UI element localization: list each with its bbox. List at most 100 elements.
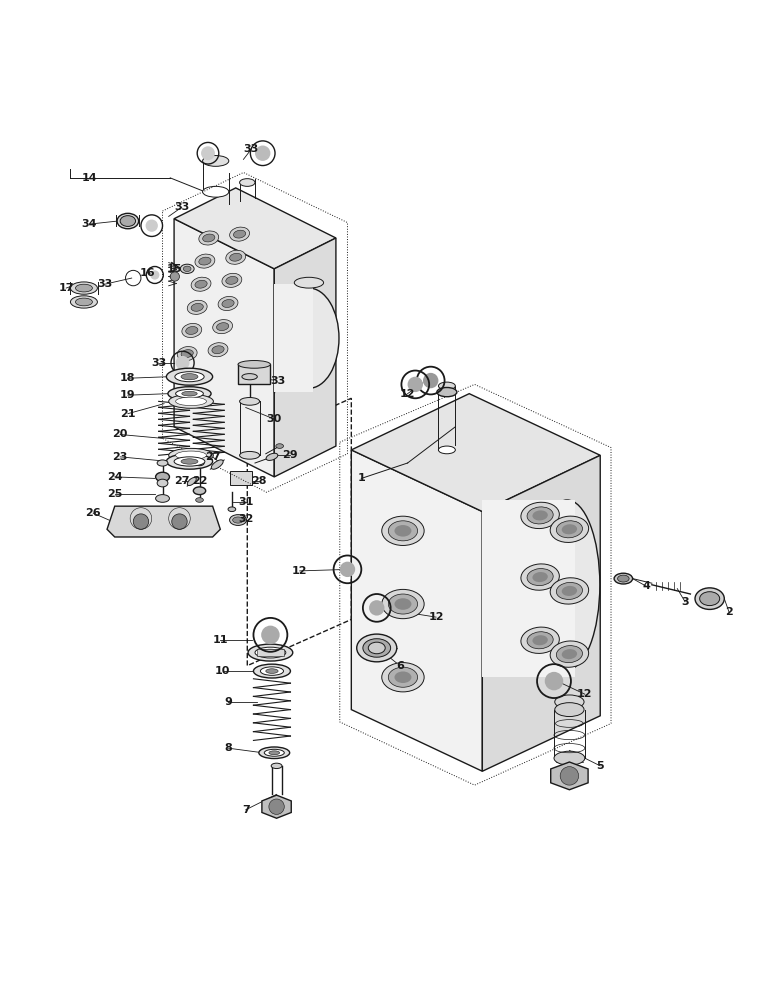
Text: 3: 3 [681, 597, 689, 607]
Bar [230, 471, 252, 485]
Ellipse shape [186, 327, 198, 334]
Ellipse shape [225, 276, 238, 284]
Ellipse shape [260, 649, 280, 656]
Ellipse shape [388, 667, 418, 687]
Ellipse shape [202, 186, 229, 197]
Ellipse shape [229, 227, 249, 241]
Text: 11: 11 [212, 635, 228, 645]
Ellipse shape [699, 592, 720, 606]
Text: 12: 12 [400, 389, 415, 399]
Text: 16: 16 [139, 268, 155, 278]
Ellipse shape [279, 288, 339, 388]
Ellipse shape [195, 254, 215, 268]
Ellipse shape [120, 216, 136, 226]
Ellipse shape [212, 460, 223, 469]
Circle shape [423, 373, 438, 388]
Ellipse shape [550, 578, 588, 604]
Ellipse shape [218, 296, 238, 311]
Ellipse shape [266, 453, 278, 460]
Polygon shape [274, 238, 336, 477]
Text: 32: 32 [238, 514, 253, 524]
Circle shape [560, 767, 579, 785]
Text: 25: 25 [107, 489, 123, 499]
Ellipse shape [239, 398, 259, 405]
Ellipse shape [175, 397, 206, 406]
Text: 10: 10 [215, 666, 230, 676]
Circle shape [261, 626, 279, 644]
Text: 20: 20 [113, 429, 128, 439]
Ellipse shape [438, 446, 455, 454]
Ellipse shape [212, 346, 224, 354]
Ellipse shape [191, 303, 203, 311]
Ellipse shape [181, 374, 198, 380]
Text: 18: 18 [120, 373, 136, 383]
Ellipse shape [269, 751, 279, 755]
Ellipse shape [557, 582, 583, 599]
Ellipse shape [533, 635, 548, 645]
Ellipse shape [382, 663, 424, 692]
Ellipse shape [156, 495, 170, 502]
Bar [238, 364, 270, 384]
Ellipse shape [521, 564, 560, 590]
Text: 4: 4 [642, 581, 650, 591]
Ellipse shape [195, 498, 203, 502]
Ellipse shape [555, 703, 584, 717]
Text: 2: 2 [725, 607, 733, 617]
Circle shape [545, 672, 564, 690]
Ellipse shape [276, 444, 283, 448]
Ellipse shape [255, 647, 286, 658]
Circle shape [269, 799, 284, 814]
Ellipse shape [174, 457, 205, 466]
Ellipse shape [229, 253, 242, 261]
Ellipse shape [527, 507, 554, 524]
Ellipse shape [195, 280, 207, 288]
Ellipse shape [357, 634, 397, 662]
Text: 15: 15 [167, 264, 181, 274]
Text: 29: 29 [282, 450, 297, 460]
Circle shape [255, 146, 270, 161]
Text: 1: 1 [357, 473, 365, 483]
Ellipse shape [550, 641, 588, 667]
Polygon shape [107, 506, 220, 537]
Ellipse shape [188, 477, 196, 486]
Ellipse shape [363, 639, 391, 657]
Text: 26: 26 [86, 508, 101, 518]
Ellipse shape [181, 459, 198, 464]
Ellipse shape [168, 387, 211, 401]
Ellipse shape [557, 646, 583, 663]
Text: 12: 12 [577, 689, 593, 699]
Polygon shape [550, 762, 588, 790]
Text: 33: 33 [174, 202, 189, 212]
Ellipse shape [562, 524, 577, 534]
Text: 33: 33 [151, 358, 166, 368]
Ellipse shape [175, 389, 203, 398]
Ellipse shape [232, 517, 243, 523]
Text: 27: 27 [174, 476, 190, 486]
Ellipse shape [695, 588, 724, 609]
Ellipse shape [260, 667, 283, 675]
Polygon shape [262, 795, 291, 818]
Ellipse shape [188, 300, 207, 314]
Bar [482, 500, 575, 677]
Ellipse shape [157, 460, 168, 466]
Ellipse shape [175, 451, 206, 460]
Polygon shape [174, 219, 274, 477]
Ellipse shape [562, 649, 577, 659]
Ellipse shape [169, 394, 213, 408]
Polygon shape [351, 394, 600, 512]
Ellipse shape [193, 487, 205, 495]
Ellipse shape [70, 296, 97, 308]
Polygon shape [174, 188, 336, 269]
Ellipse shape [167, 368, 212, 385]
Text: 30: 30 [266, 414, 282, 424]
Text: 9: 9 [224, 697, 232, 707]
Ellipse shape [180, 264, 194, 273]
Ellipse shape [394, 525, 411, 537]
Circle shape [171, 272, 179, 281]
Circle shape [201, 146, 215, 160]
Ellipse shape [169, 448, 213, 462]
Ellipse shape [534, 500, 600, 670]
Text: 34: 34 [82, 219, 97, 229]
Text: 27: 27 [205, 452, 220, 462]
Ellipse shape [557, 521, 583, 538]
